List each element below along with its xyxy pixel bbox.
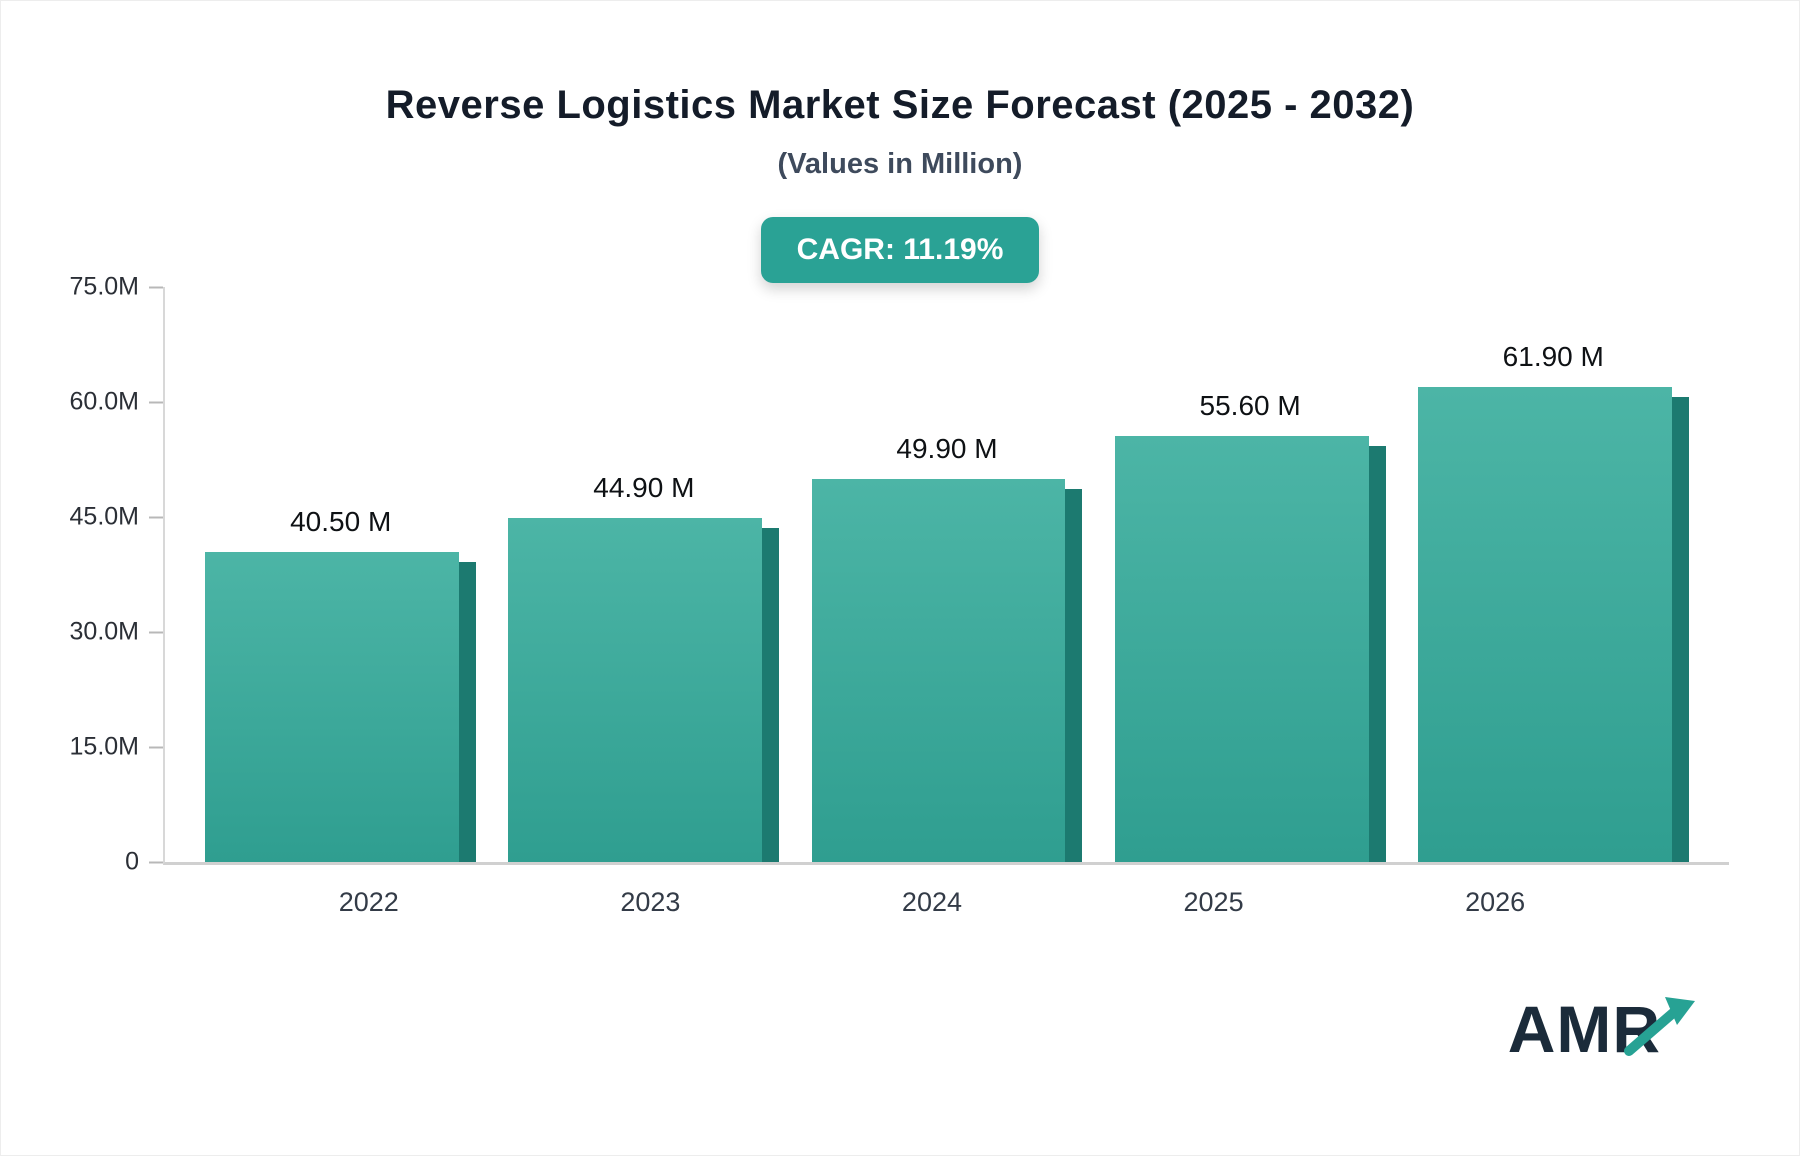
y-tick-label: 45.0M: [69, 502, 139, 531]
x-axis-label-2026: 2026: [1465, 887, 1526, 917]
bar-value-label: 49.90 M: [896, 433, 998, 465]
bar-face: [508, 517, 763, 862]
y-tick: 0: [125, 848, 163, 877]
chart-subtitle: (Values in Million): [777, 148, 1023, 180]
bar-value-label: 40.50 M: [290, 505, 392, 537]
y-tick-label: 75.0M: [69, 272, 139, 301]
bar-side-shadow: [1368, 445, 1386, 862]
bar-side-shadow: [762, 527, 780, 862]
bar-group-2023: 44.90 M: [508, 287, 780, 862]
y-tick-label: 0: [125, 847, 139, 876]
bar-group-2022: 40.50 M: [205, 287, 477, 862]
y-tick-mark: [149, 631, 163, 633]
bar-value-label: 61.90 M: [1502, 341, 1604, 373]
chart-area: 0 15.0M 30.0M 45.0M 60.0M 75.0M 40.50 M 44.90 …: [41, 227, 1729, 918]
bar-2026: [1417, 387, 1689, 862]
y-tick-mark: [149, 861, 163, 863]
bar-2023: [508, 517, 780, 862]
cagr-badge-container: CAGR: 11.19%: [1, 217, 1799, 283]
y-axis: 0 15.0M 30.0M 45.0M 60.0M 75.0M: [41, 273, 163, 876]
bar-group-2025: 55.60 M: [1114, 287, 1386, 862]
y-tick-mark: [149, 401, 163, 403]
bar-value-label: 44.90 M: [593, 471, 695, 503]
cagr-badge: CAGR: 11.19%: [760, 217, 1040, 283]
y-tick-mark: [149, 746, 163, 748]
chart-header: Reverse Logistics Market Size Forecast (…: [1, 1, 1799, 181]
bar-face: [811, 479, 1066, 862]
y-tick: 30.0M: [70, 618, 163, 647]
y-tick: 75.0M: [70, 273, 163, 302]
bar-face: [1417, 387, 1672, 862]
y-tick: 45.0M: [70, 503, 163, 532]
amr-logo: AMR: [1508, 991, 1699, 1067]
y-tick-label: 30.0M: [69, 617, 139, 646]
bar-value-label: 55.60 M: [1199, 389, 1301, 421]
bar-2025: [1114, 435, 1386, 862]
chart-title: Reverse Logistics Market Size Forecast (…: [385, 83, 1415, 127]
bar-2022: [205, 551, 477, 862]
bar-group-2026: 61.90 M: [1417, 287, 1689, 862]
y-tick: 60.0M: [70, 388, 163, 417]
y-tick-label: 60.0M: [69, 387, 139, 416]
x-axis-label-2024: 2024: [901, 887, 962, 917]
y-tick-mark: [149, 286, 163, 288]
x-axis-label-2023: 2023: [620, 887, 681, 917]
bar-face: [1114, 435, 1369, 862]
bar-group-2024: 49.90 M: [811, 287, 1083, 862]
bar-face: [205, 551, 460, 862]
y-tick: 15.0M: [70, 733, 163, 762]
growth-arrow-icon: [1624, 997, 1695, 1056]
bars: 40.50 M 44.90 M 49.90 M 55.60 M 61.90 M: [165, 287, 1729, 862]
y-tick-label: 15.0M: [69, 732, 139, 761]
bar-side-shadow: [1065, 489, 1083, 862]
bar-side-shadow: [1671, 397, 1689, 862]
x-axis-label-2025: 2025: [1183, 887, 1244, 917]
y-tick-mark: [149, 516, 163, 518]
x-axis: 2022 2023 2024 2025 2026: [205, 865, 1659, 918]
plot-area: 40.50 M 44.90 M 49.90 M 55.60 M 61.90 M: [163, 287, 1729, 865]
amr-logo-text: AMR: [1507, 992, 1661, 1066]
bar-side-shadow: [459, 561, 477, 862]
x-axis-label-2022: 2022: [338, 887, 399, 917]
bar-2024: [811, 479, 1083, 862]
